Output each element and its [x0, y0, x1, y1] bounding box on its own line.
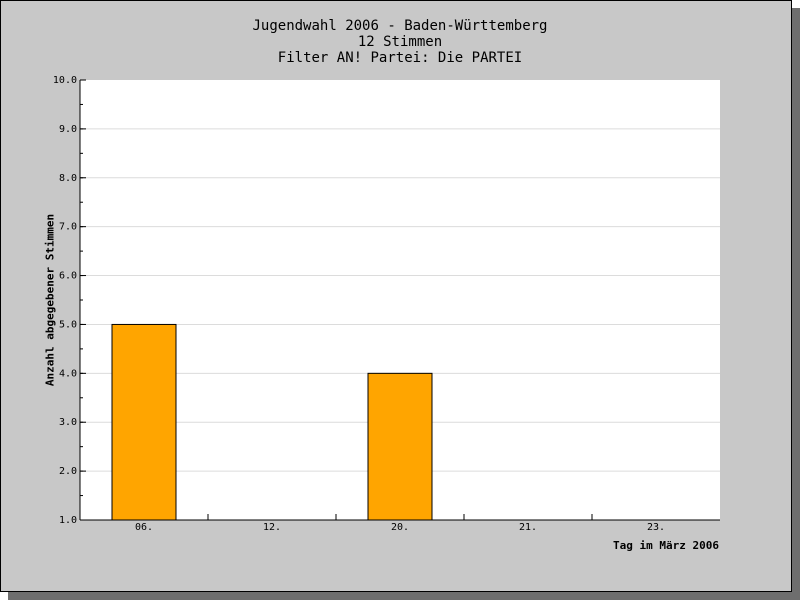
y-tick-label: 1.0 — [59, 515, 77, 526]
y-axis-label: Anzahl abgegebener Stimmen — [43, 213, 57, 387]
y-tick-label: 8.0 — [59, 173, 77, 184]
bar — [367, 372, 433, 521]
x-tick-label: 12. — [263, 522, 281, 533]
y-tick-label: 2.0 — [59, 466, 77, 477]
chart-subtitle: 12 Stimmen — [357, 34, 443, 50]
frame-shadow-bottom — [8, 592, 800, 600]
x-tick-label: 20. — [391, 522, 409, 533]
bar — [111, 323, 177, 521]
chart-title: Jugendwahl 2006 - Baden-Württemberg — [252, 18, 548, 34]
chart-filter-subtitle: Filter AN! Partei: Die PARTEI — [277, 50, 523, 66]
x-axis-label: Tag im März 2006 — [613, 539, 719, 552]
y-tick-label: 7.0 — [59, 222, 77, 233]
y-tick-label: 6.0 — [59, 271, 77, 282]
y-tick-label: 3.0 — [59, 417, 77, 428]
x-tick-label: 06. — [135, 522, 153, 533]
y-tick-label: 10.0 — [53, 75, 77, 86]
y-tick-label: 4.0 — [59, 368, 77, 379]
x-tick-label: 21. — [519, 522, 537, 533]
x-tick-label: 23. — [647, 522, 665, 533]
y-tick-label: 9.0 — [59, 124, 77, 135]
frame-shadow-right — [792, 8, 800, 600]
y-tick-label: 5.0 — [59, 319, 77, 330]
